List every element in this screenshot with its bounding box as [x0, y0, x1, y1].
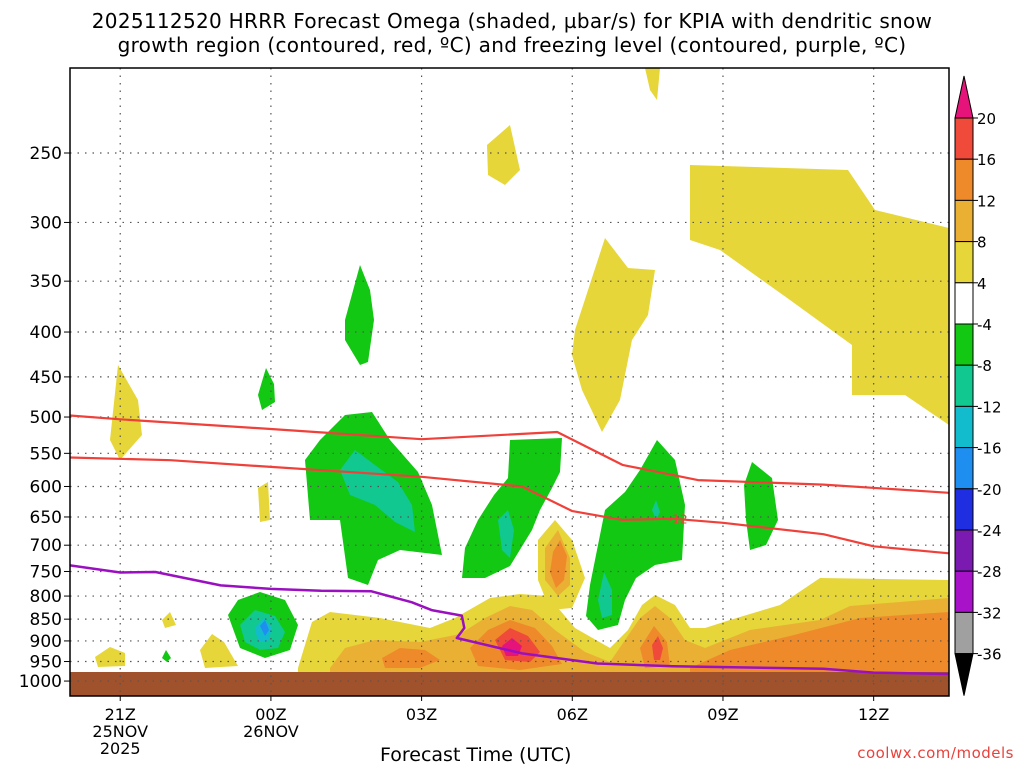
y-tick-label: 1000 [19, 672, 62, 692]
y-tick-label: 550 [30, 444, 62, 464]
omega-shading [70, 68, 949, 696]
colorbar-bottom-triangle [954, 653, 974, 696]
ground-fill [70, 672, 949, 696]
colorbar-label: 12 [977, 192, 996, 210]
y-tick-label: 850 [30, 610, 62, 630]
y-tick-label: 450 [30, 368, 62, 388]
colorbar-label: 16 [977, 151, 996, 169]
contour-layer: -12 [70, 414, 949, 676]
colorbar-label: -12 [977, 398, 1002, 416]
colorbar-label: -4 [977, 316, 992, 334]
colorbar-bin [954, 117, 974, 160]
omega-region [162, 650, 171, 662]
x-tick-label: 06Z [557, 705, 588, 724]
colorbar-bin [954, 364, 974, 407]
omega-region [744, 462, 778, 550]
colorbar-label: -36 [977, 646, 1002, 664]
omega-region [550, 540, 567, 588]
omega-region [462, 438, 562, 578]
dgz-contour-label: -12 [668, 513, 688, 527]
colorbar-top-triangle [954, 75, 974, 119]
colorbar-bin [954, 570, 974, 613]
y-tick-label: 400 [30, 323, 62, 343]
y-tick-label: 500 [30, 408, 62, 428]
y-tick-label: 650 [30, 508, 62, 528]
omega-region [598, 572, 612, 618]
colorbar-label: -24 [977, 522, 1002, 540]
omega-region [645, 68, 660, 100]
colorbar-bin [954, 405, 974, 449]
colorbar-label: 20 [977, 110, 996, 128]
x-tick-label: 09Z [707, 705, 738, 724]
colorbar-bin [954, 323, 974, 366]
omega-region [498, 510, 514, 558]
omega-region [258, 368, 275, 410]
omega-region [200, 634, 238, 668]
colorbar-label: -16 [977, 440, 1002, 458]
omega-region [487, 125, 520, 185]
y-tick-label: 300 [30, 213, 62, 233]
y-tick-label: 350 [30, 272, 62, 292]
colorbar-bin [954, 529, 974, 572]
omega-region [340, 450, 415, 532]
colorbar-bin [954, 611, 974, 655]
y-tick-label: 600 [30, 477, 62, 497]
omega-region [260, 620, 269, 636]
y-tick-label: 250 [30, 144, 62, 164]
x-tick-label: 12Z [858, 705, 889, 724]
omega-region [690, 165, 949, 425]
colorbar-bin [954, 447, 974, 490]
plot-frame [69, 67, 950, 697]
x-tick-year: 2025 [100, 739, 141, 758]
omega-region [652, 636, 663, 660]
omega-region [345, 265, 374, 365]
dgz-top-line [70, 414, 949, 494]
x-tick-label: 03Z [406, 705, 437, 724]
y-tick-label: 750 [30, 562, 62, 582]
omega-region [162, 612, 176, 628]
x-tick-label: 00Z [255, 705, 286, 724]
colorbar-bin [954, 241, 974, 284]
omega-region [95, 647, 125, 667]
colorbar-label: -8 [977, 357, 992, 375]
colorbar-label: -20 [977, 481, 1002, 499]
chart-title-line-2: growth region (contoured, red, ºC) and f… [117, 33, 907, 57]
colorbar-bin [954, 158, 974, 201]
colorbar-label: 4 [977, 275, 987, 293]
x-tick-label: 21Z [105, 705, 136, 724]
dgz-bottom-line [70, 456, 949, 555]
chart-title-line-1: 2025112520 HRRR Forecast Omega (shaded, … [91, 9, 933, 33]
omega-region [382, 648, 440, 668]
colorbar-label: -32 [977, 604, 1002, 622]
y-tick-label: 950 [30, 653, 62, 673]
footer-credit[interactable]: coolwx.com/models [857, 744, 1014, 762]
omega-region [652, 500, 660, 520]
y-axis: 2503003504004505005506006507007508008509… [19, 144, 70, 692]
colorbar: 20 16 12 8 4 -4 -8 -12 -16 -20 -24 -28 -32 -36 [954, 75, 1002, 696]
freezing-level-line [70, 564, 949, 676]
colorbar-bin [954, 199, 974, 243]
y-tick-label: 700 [30, 536, 62, 556]
colorbar-bin [954, 282, 974, 325]
omega-region [586, 440, 685, 630]
omega-region [258, 482, 270, 522]
y-tick-label: 900 [30, 632, 62, 652]
omega-region [572, 238, 655, 432]
x-axis-label: Forecast Time (UTC) [380, 744, 572, 766]
colorbar-label: 8 [977, 234, 987, 252]
omega-region [690, 612, 949, 672]
colorbar-bin [954, 488, 974, 531]
omega-region [110, 365, 142, 460]
x-tick-date: 26NOV [243, 722, 299, 741]
x-tick-date: 25NOV [92, 722, 148, 741]
colorbar-label: -28 [977, 563, 1002, 581]
y-tick-label: 800 [30, 587, 62, 607]
